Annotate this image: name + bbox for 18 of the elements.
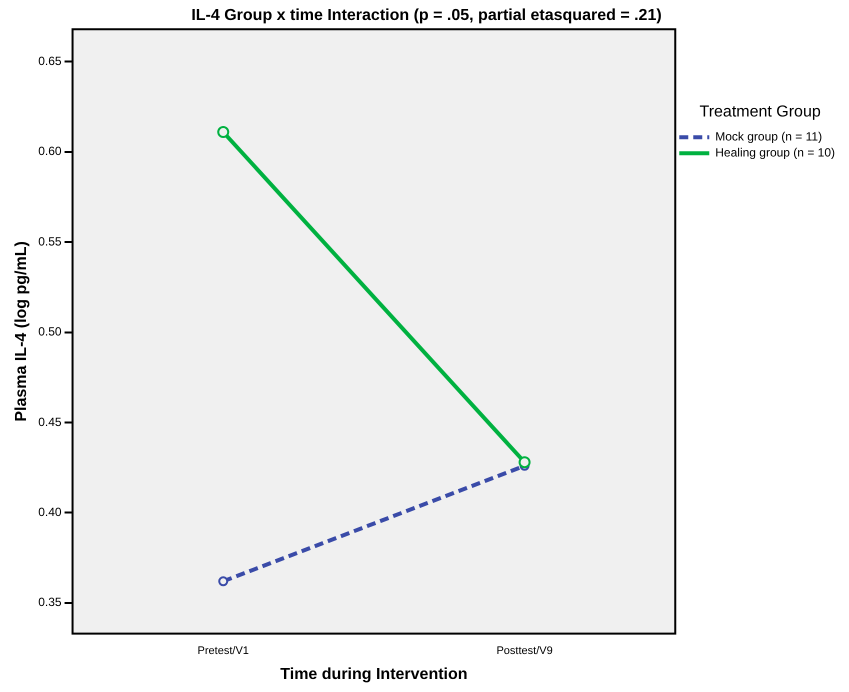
y-axis-title: Plasma IL-4 (log pg/mL) [13,241,30,422]
y-tick-label: 0.45 [38,414,62,429]
y-tick-label: 0.65 [38,54,62,68]
point [217,126,230,138]
chart-title: IL-4 Group x time Interaction (p = .05, partial etasquared = .21) [191,7,662,24]
y-tick-label: 0.60 [38,144,62,158]
y-tick-label: 0.55 [38,234,62,248]
point [518,456,531,468]
x-tick-label: Posttest/V9 [496,645,553,658]
y-tick-label: 0.35 [38,595,62,610]
x-tick-label: Pretest/V1 [198,645,249,658]
legend-title: Treatment Group [700,103,821,120]
point [218,576,228,586]
legend-label: Mock group (n = 11) [715,130,822,144]
y-tick-label: 0.50 [38,324,62,339]
y-tick-label: 0.40 [38,505,62,520]
x-axis-title: Time during Intervention [280,666,468,683]
legend-label: Healing group (n = 10) [715,146,836,160]
